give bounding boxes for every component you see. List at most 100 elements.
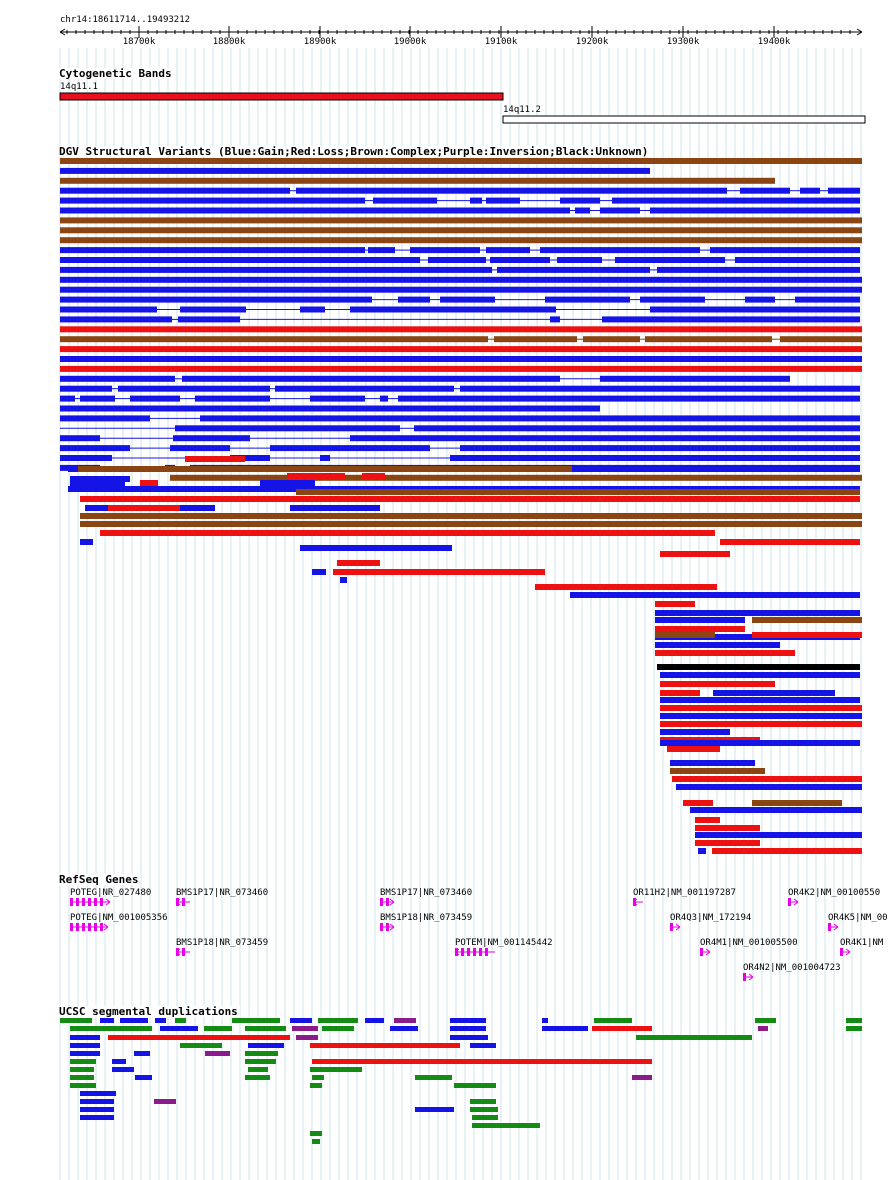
dgv-variant[interactable]: [494, 336, 577, 343]
segdup-block[interactable]: [135, 1075, 152, 1080]
segdup-block[interactable]: [60, 1018, 92, 1023]
segdup-block[interactable]: [310, 1083, 322, 1088]
dgv-variant[interactable]: [470, 197, 482, 204]
segdup-block[interactable]: [112, 1059, 126, 1064]
dgv-variant[interactable]: [60, 435, 100, 442]
segdup-block[interactable]: [636, 1035, 752, 1040]
dgv-variant[interactable]: [655, 650, 795, 656]
dgv-variant[interactable]: [60, 445, 130, 452]
gene-exon[interactable]: [88, 923, 91, 931]
dgv-variant[interactable]: [657, 664, 860, 670]
dgv-variant[interactable]: [290, 505, 380, 511]
segdup-block[interactable]: [846, 1018, 862, 1023]
dgv-variant[interactable]: [655, 626, 745, 632]
segdup-block[interactable]: [758, 1026, 768, 1031]
segdup-block[interactable]: [312, 1075, 324, 1080]
dgv-variant[interactable]: [60, 177, 775, 184]
gene-exon[interactable]: [386, 923, 389, 931]
dgv-variant[interactable]: [78, 466, 572, 472]
dgv-variant[interactable]: [368, 247, 395, 254]
gene-exon[interactable]: [380, 923, 383, 931]
gene-exon[interactable]: [70, 923, 73, 931]
dgv-variant[interactable]: [350, 435, 860, 442]
dgv-variant[interactable]: [310, 395, 365, 402]
dgv-variant[interactable]: [60, 158, 862, 164]
dgv-variant[interactable]: [300, 545, 452, 551]
segdup-block[interactable]: [70, 1075, 94, 1080]
segdup-block[interactable]: [454, 1083, 496, 1088]
dgv-variant[interactable]: [690, 807, 862, 813]
gene-exon[interactable]: [743, 973, 746, 981]
dgv-variant[interactable]: [60, 187, 290, 194]
segdup-block[interactable]: [470, 1099, 496, 1104]
dgv-variant[interactable]: [640, 296, 705, 303]
segdup-block[interactable]: [312, 1139, 320, 1144]
segdup-block[interactable]: [755, 1018, 776, 1023]
dgv-variant[interactable]: [60, 197, 365, 204]
segdup-block[interactable]: [70, 1059, 96, 1064]
gene-exon[interactable]: [82, 898, 85, 906]
dgv-variant[interactable]: [182, 375, 560, 382]
dgv-variant[interactable]: [130, 395, 180, 402]
dgv-variant[interactable]: [300, 306, 325, 313]
gene-exon[interactable]: [94, 898, 97, 906]
gene-exon[interactable]: [380, 898, 383, 906]
dgv-variant[interactable]: [655, 601, 695, 607]
refseq-track-title[interactable]: RefSeq Genes: [59, 873, 141, 886]
dgv-variant[interactable]: [612, 197, 860, 204]
segdup-block[interactable]: [70, 1067, 94, 1072]
segdup-block[interactable]: [180, 1043, 222, 1048]
segdup-block[interactable]: [155, 1018, 166, 1023]
segdup-block[interactable]: [100, 1018, 114, 1023]
dgv-variant[interactable]: [320, 455, 330, 461]
dgv-variant[interactable]: [60, 296, 372, 303]
dgv-variant[interactable]: [720, 539, 860, 545]
segdup-block[interactable]: [232, 1018, 280, 1023]
dgv-variant[interactable]: [713, 690, 835, 696]
segdup-block[interactable]: [70, 1043, 100, 1048]
dgv-variant[interactable]: [60, 207, 570, 214]
dgv-variant[interactable]: [667, 746, 720, 752]
dgv-variant[interactable]: [695, 840, 760, 846]
segdup-block[interactable]: [205, 1051, 230, 1056]
dgv-variant[interactable]: [60, 356, 862, 362]
dgv-variant[interactable]: [60, 395, 75, 402]
gene-exon[interactable]: [670, 923, 673, 931]
segdup-block[interactable]: [310, 1067, 362, 1072]
dgv-variant[interactable]: [350, 306, 556, 313]
dgv-variant[interactable]: [645, 336, 772, 343]
dgv-variant[interactable]: [60, 276, 862, 283]
dgv-variant[interactable]: [660, 551, 730, 557]
gene-exon[interactable]: [182, 948, 185, 956]
dgv-variant[interactable]: [695, 817, 720, 823]
dgv-variant[interactable]: [490, 257, 550, 263]
segdup-block[interactable]: [390, 1026, 418, 1031]
dgv-variant[interactable]: [60, 237, 862, 244]
dgv-variant[interactable]: [710, 247, 860, 254]
dgv-variant[interactable]: [260, 480, 315, 486]
dgv-variant[interactable]: [660, 697, 860, 703]
dgv-variant[interactable]: [660, 705, 862, 711]
segdup-block[interactable]: [394, 1018, 416, 1023]
dgv-variant[interactable]: [60, 227, 862, 234]
dgv-variant[interactable]: [80, 513, 862, 519]
dgv-variant[interactable]: [60, 266, 492, 273]
segdup-block[interactable]: [245, 1051, 278, 1056]
dgv-variant[interactable]: [575, 207, 590, 214]
gene-exon[interactable]: [176, 898, 179, 906]
dgv-variant[interactable]: [735, 257, 860, 263]
dgv-variant[interactable]: [340, 577, 347, 583]
dgv-variant[interactable]: [752, 800, 842, 806]
dgv-variant[interactable]: [170, 445, 230, 452]
dgv-variant[interactable]: [60, 455, 112, 461]
dgv-variant[interactable]: [60, 257, 420, 263]
dgv-variant[interactable]: [60, 346, 862, 353]
dgv-variant[interactable]: [660, 690, 700, 696]
dgv-variant[interactable]: [60, 326, 862, 333]
dgv-variant[interactable]: [312, 569, 326, 575]
dgv-variant[interactable]: [230, 455, 270, 461]
dgv-variant[interactable]: [570, 592, 860, 598]
segdup-block[interactable]: [450, 1035, 488, 1040]
segdup-block[interactable]: [470, 1043, 496, 1048]
segdup-block[interactable]: [80, 1107, 114, 1112]
